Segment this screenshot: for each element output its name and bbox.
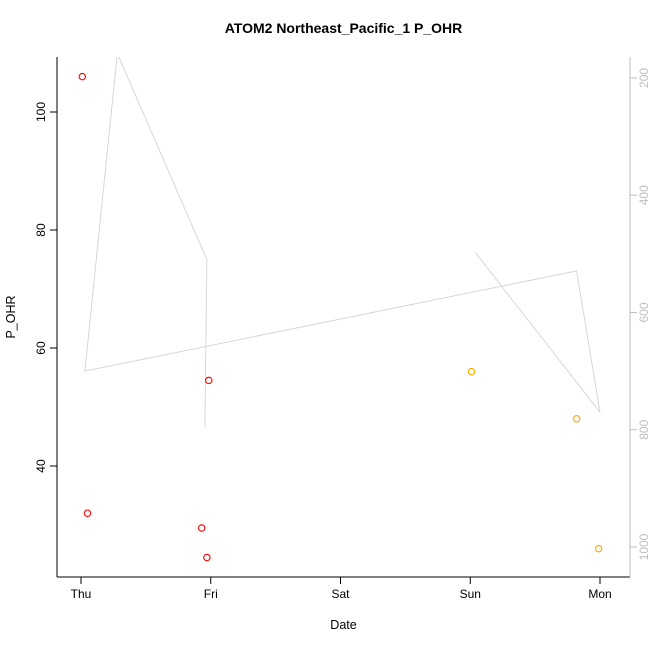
right-axis-tick-label: 1000 xyxy=(637,533,650,560)
bottom-axis-tick-label: Fri xyxy=(204,587,218,601)
data-point xyxy=(572,415,581,423)
bottom-axis-tick-label: Thu xyxy=(71,587,92,601)
right-axis-tick-label: 200 xyxy=(637,68,650,88)
bottom-axis-tick-label: Mon xyxy=(588,587,611,601)
data-point xyxy=(467,367,476,376)
data-point xyxy=(83,509,92,517)
x-axis-label: Date xyxy=(330,618,356,632)
data-point xyxy=(197,524,206,532)
right-axis-tick-label: 400 xyxy=(637,185,650,205)
data-point xyxy=(78,72,87,81)
data-point xyxy=(594,544,603,553)
left-axis-tick-label: 60 xyxy=(34,341,48,355)
data-point xyxy=(203,553,211,562)
left-axis-tick-label: 80 xyxy=(34,223,48,237)
right-axis-tick-label: 800 xyxy=(637,419,650,439)
left-axis-tick-label: 40 xyxy=(34,459,48,473)
left-axis-tick-label: 100 xyxy=(34,102,48,122)
data-point xyxy=(205,376,213,385)
y-axis-label: P_OHR xyxy=(4,295,18,338)
bottom-axis-tick-label: Sun xyxy=(460,587,481,601)
right-axis-tick-label: 600 xyxy=(637,302,650,322)
series-line xyxy=(84,57,601,427)
bottom-axis-tick-label: Sat xyxy=(331,587,350,601)
chart-title: ATOM2 Northeast_Pacific_1 P_OHR xyxy=(225,20,463,36)
